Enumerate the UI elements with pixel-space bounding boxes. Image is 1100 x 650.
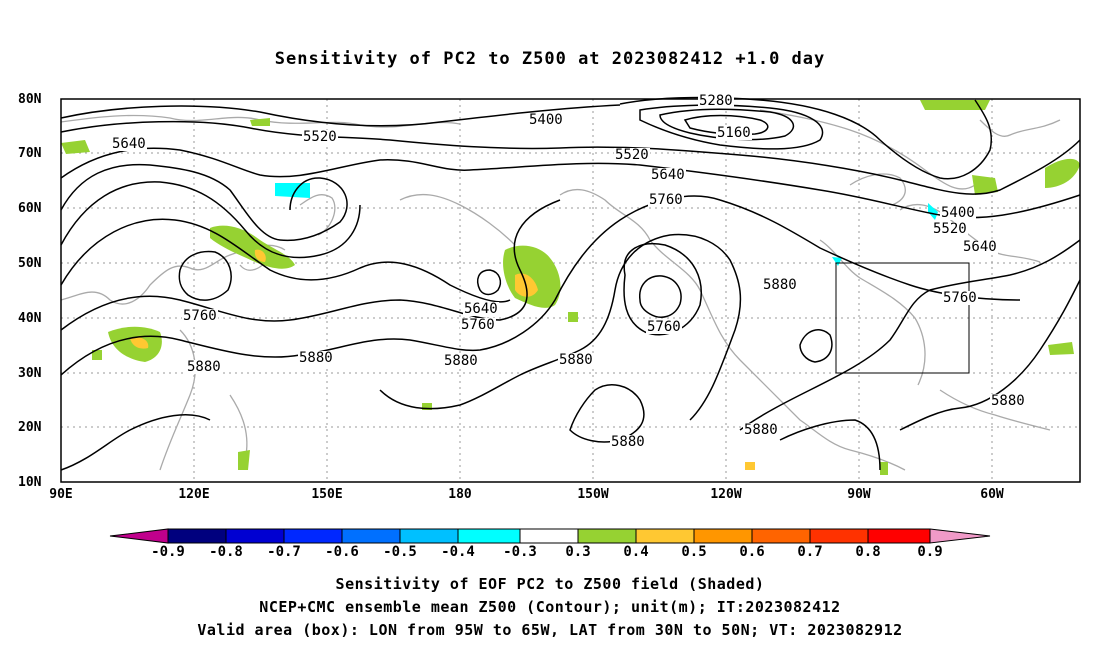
contour-label: 5400 [528,112,564,128]
colorbar-label: -0.7 [267,544,301,560]
contour-label: 5880 [610,434,646,450]
colorbar-label: 0.8 [855,544,881,560]
contour-label: 5760 [182,308,218,324]
lat-label-10n: 10N [18,475,42,490]
contour-label: 5640 [463,301,499,317]
lat-label-50n: 50N [18,256,42,271]
contour-label: 5760 [460,317,496,333]
colorbar-label: 0.4 [623,544,649,560]
contour-label: 5880 [990,393,1026,409]
contour-label: 5760 [648,192,684,208]
gridlines [61,99,1080,482]
lon-label-90e: 90E [49,487,73,502]
colorbar-label: 0.5 [681,544,707,560]
colorbar-label: -0.8 [209,544,243,560]
contour-label: 5880 [743,422,779,438]
colorbar-label: -0.5 [383,544,417,560]
caption-valid-area: Valid area (box): LON from 95W to 65W, L… [197,621,903,639]
colorbar [109,528,991,544]
colorbar-label: 0.3 [565,544,591,560]
lon-label-150e: 150E [311,487,343,502]
colorbar-label: -0.6 [325,544,359,560]
contour-label: 5520 [302,129,338,145]
colorbar-label: 0.9 [917,544,943,560]
caption-contour: NCEP+CMC ensemble mean Z500 (Contour); u… [259,598,841,616]
caption-shading: Sensitivity of EOF PC2 to Z500 field (Sh… [335,575,765,593]
plot-border [60,98,1081,483]
lat-label-80n: 80N [18,92,42,107]
map-title: Sensitivity of PC2 to Z500 at 2023082412… [274,49,826,69]
lat-label-60n: 60N [18,201,42,216]
colorbar-label: -0.3 [503,544,537,560]
contour-label: 5880 [186,359,222,375]
colorbar-label: 0.6 [739,544,765,560]
lat-label-70n: 70N [18,146,42,161]
colorbar-label: -0.4 [441,544,475,560]
contour-label: 5880 [443,353,479,369]
contour-label: 5760 [646,319,682,335]
lon-label-120e: 120E [178,487,210,502]
contour-label: 5880 [558,352,594,368]
lon-label-90w: 90W [847,487,871,502]
valid-area-box [835,262,970,374]
lat-label-40n: 40N [18,311,42,326]
colorbar-label: -0.9 [151,544,185,560]
contour-label: 5640 [650,167,686,183]
contour-label: 5640 [962,239,998,255]
lat-label-20n: 20N [18,420,42,435]
contour-label: 5760 [942,290,978,306]
contour-label: 5520 [932,221,968,237]
colorbar-label: 0.7 [797,544,823,560]
contour-label: 5160 [716,125,752,141]
lon-label-60w: 60W [980,487,1004,502]
contour-label: 5400 [940,205,976,221]
lon-label-120w: 120W [710,487,742,502]
contour-label: 5880 [298,350,334,366]
sensitivity-shading [61,100,1080,475]
contour-label: 5520 [614,147,650,163]
contour-label: 5640 [111,136,147,152]
lat-label-30n: 30N [18,366,42,381]
lon-label-180: 180 [448,487,472,502]
contour-label: 5280 [698,93,734,109]
lon-label-150w: 150W [577,487,609,502]
contour-label: 5880 [762,277,798,293]
